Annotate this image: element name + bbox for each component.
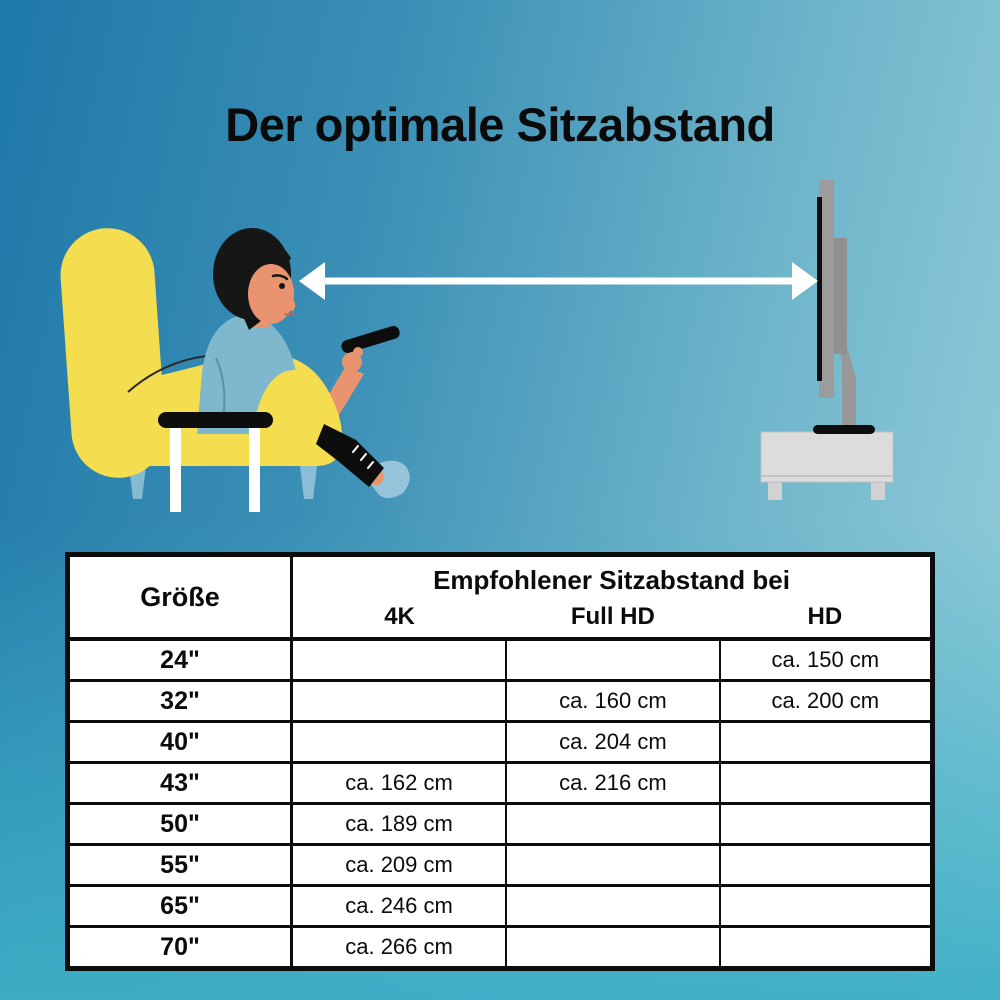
boy-nose bbox=[284, 296, 296, 311]
subheader-4k: 4K bbox=[384, 603, 415, 630]
distance-fullhd-cell bbox=[506, 802, 721, 845]
table-header: Größe Empfohlener Sitzabstand bei 4K Ful… bbox=[67, 554, 933, 639]
size-cell: 55" bbox=[67, 843, 294, 886]
boy-eye bbox=[279, 283, 285, 289]
remote-control bbox=[341, 325, 400, 353]
tv-screen-edge bbox=[817, 197, 822, 381]
distance-4k-cell: ca. 209 cm bbox=[291, 843, 508, 886]
side-table-leg-right bbox=[249, 424, 260, 512]
size-cell: 65" bbox=[67, 884, 294, 927]
size-column-header: Größe bbox=[67, 554, 294, 639]
distance-fullhd-cell bbox=[506, 637, 721, 681]
distance-fullhd-cell bbox=[506, 843, 721, 886]
table-row: 65" ca. 246 cm bbox=[67, 884, 933, 927]
tv-cabinet-leg-right bbox=[871, 480, 885, 500]
tv-base-bar bbox=[813, 425, 875, 434]
distance-hd-cell bbox=[719, 761, 933, 804]
tv-mount-back bbox=[834, 238, 847, 354]
distance-fullhd-cell bbox=[506, 925, 721, 969]
side-table bbox=[158, 412, 273, 512]
armchair-seam-line bbox=[127, 355, 207, 393]
distance-hd-cell bbox=[719, 720, 933, 763]
size-cell: 32" bbox=[67, 679, 294, 722]
sitting-distance-table: Größe Empfohlener Sitzabstand bei 4K Ful… bbox=[65, 552, 935, 971]
tv-cabinet bbox=[760, 431, 894, 483]
distance-fullhd-cell: ca. 216 cm bbox=[506, 761, 721, 804]
page-title: Der optimale Sitzabstand bbox=[225, 98, 775, 152]
distance-table: Größe Empfohlener Sitzabstand bei 4K Ful… bbox=[65, 552, 935, 971]
size-cell: 50" bbox=[67, 802, 294, 845]
boy-hand bbox=[342, 352, 362, 372]
table-row: 55" ca. 209 cm bbox=[67, 843, 933, 886]
table-row: 70" ca. 266 cm bbox=[67, 925, 933, 969]
boy-pants bbox=[316, 424, 384, 487]
side-table-top bbox=[158, 412, 273, 428]
side-table-leg-left bbox=[170, 424, 181, 512]
tv-panel bbox=[819, 180, 834, 398]
table-row: 50" ca. 189 cm bbox=[67, 802, 933, 845]
table-row: 43" ca. 162 cm ca. 216 cm bbox=[67, 761, 933, 804]
distance-hd-cell bbox=[719, 843, 933, 886]
tv-cabinet-leg-left bbox=[768, 480, 782, 500]
size-cell: 43" bbox=[67, 761, 294, 804]
distance-4k-cell bbox=[291, 720, 508, 763]
distance-hd-cell bbox=[719, 802, 933, 845]
distance-fullhd-cell: ca. 204 cm bbox=[506, 720, 721, 763]
distance-fullhd-cell bbox=[506, 884, 721, 927]
distance-hd-cell bbox=[719, 925, 933, 969]
boy-hair-fringe bbox=[246, 239, 291, 266]
size-cell: 70" bbox=[67, 925, 294, 969]
distance-4k-cell: ca. 246 cm bbox=[291, 884, 508, 927]
size-cell: 24" bbox=[67, 637, 294, 681]
pants-detail-lines bbox=[352, 445, 374, 469]
table-row: 40" ca. 204 cm bbox=[67, 720, 933, 763]
boy-mouth bbox=[284, 312, 294, 316]
size-cell: 40" bbox=[67, 720, 294, 763]
viewing-distance-arrow bbox=[299, 262, 818, 300]
distance-hd-cell: ca. 150 cm bbox=[719, 637, 933, 681]
subheader-fullhd: Full HD bbox=[570, 603, 655, 630]
table-row: 24" ca. 150 cm bbox=[67, 637, 933, 681]
tv-illustration bbox=[760, 180, 894, 500]
distance-4k-cell: ca. 162 cm bbox=[291, 761, 508, 804]
distance-4k-cell: ca. 266 cm bbox=[291, 925, 508, 969]
table-row: 32" ca. 160 cm ca. 200 cm bbox=[67, 679, 933, 722]
distance-4k-cell: ca. 189 cm bbox=[291, 802, 508, 845]
boy-thumb bbox=[353, 347, 363, 357]
boy-leg bbox=[316, 424, 410, 499]
boy-eyebrow bbox=[271, 274, 289, 281]
tv-stand-pole bbox=[834, 335, 856, 430]
armchair-shadow-legs bbox=[129, 466, 317, 499]
distance-hd-cell: ca. 200 cm bbox=[719, 679, 933, 722]
distance-hd-cell bbox=[719, 884, 933, 927]
distance-fullhd-cell: ca. 160 cm bbox=[506, 679, 721, 722]
group-header: Empfohlener Sitzabstand bei bbox=[433, 564, 790, 595]
distance-4k-cell bbox=[291, 637, 508, 681]
subheader-hd: HD bbox=[807, 603, 843, 630]
distance-4k-cell bbox=[291, 679, 508, 722]
boy-face bbox=[248, 264, 294, 324]
viewing-distance-illustration bbox=[60, 180, 894, 512]
